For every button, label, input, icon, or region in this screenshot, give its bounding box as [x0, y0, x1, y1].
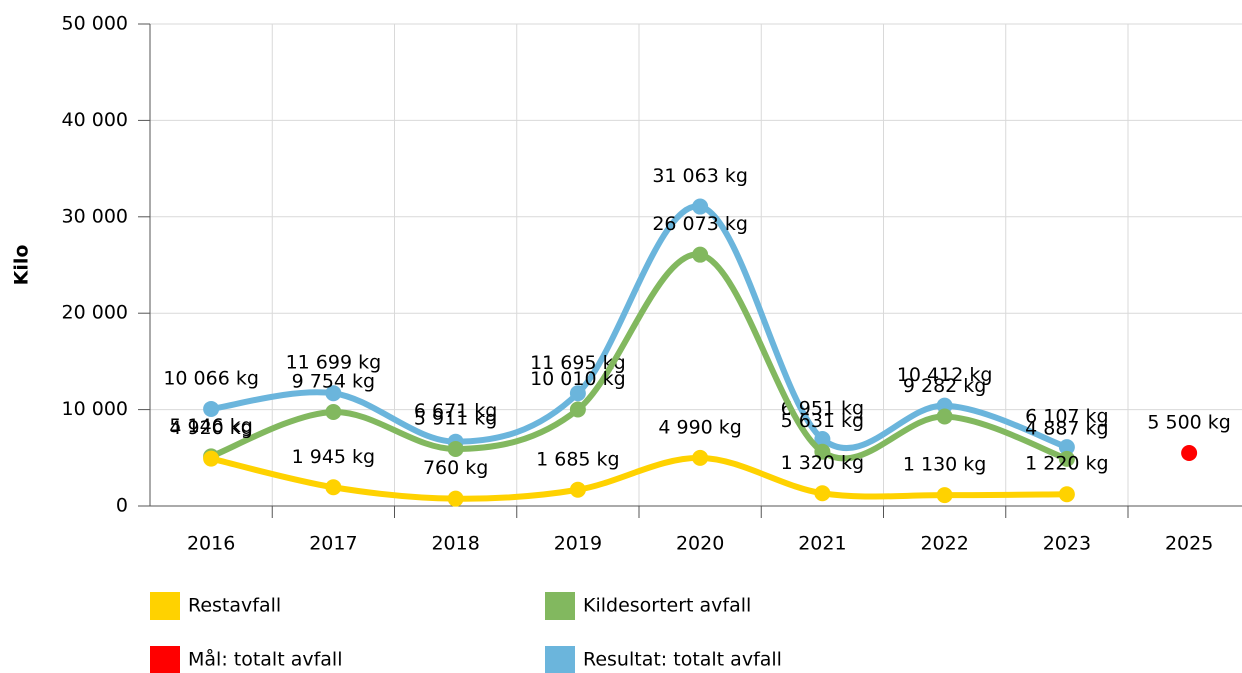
legend-swatch: [545, 646, 575, 673]
legend-label: Mål: totalt avfall: [188, 648, 342, 671]
legend-swatch: [150, 592, 180, 620]
x-tick-label: 2023: [1043, 533, 1091, 555]
point: [1058, 486, 1075, 503]
point: [1058, 439, 1075, 456]
data-label: 4 920 kg: [169, 417, 253, 439]
point: [936, 487, 953, 504]
point: [325, 479, 342, 496]
data-label: 1 320 kg: [781, 452, 865, 474]
data-label: 5 911 kg: [414, 408, 498, 430]
point: [447, 441, 464, 458]
data-label: 31 063 kg: [652, 165, 748, 187]
point: [692, 198, 709, 215]
data-label: 1 685 kg: [536, 448, 620, 470]
point: [569, 385, 586, 402]
y-axis-label: Kilo: [11, 245, 33, 286]
y-tick-label: 20 000: [62, 302, 128, 324]
point: [936, 408, 953, 425]
series: 4 920 kg 1 945 kg 760 kg 1 685 kg 4 990 kg 1 …: [169, 416, 1109, 507]
data-label: 10 412 kg: [897, 364, 993, 386]
x-tick-label: 2017: [309, 533, 357, 555]
data-label: 1 220 kg: [1025, 453, 1109, 475]
x-tick-label: 2018: [431, 533, 479, 555]
data-label: 760 kg: [423, 457, 488, 479]
point: [569, 481, 586, 498]
x-tick-label: 2020: [676, 533, 724, 555]
point: [203, 450, 220, 467]
legend-swatch: [150, 646, 180, 673]
point: [814, 430, 831, 447]
data-label: 9 282 kg: [903, 375, 987, 397]
data-label: 4 887 kg: [1025, 417, 1109, 439]
data-label: 5 146 kg: [169, 415, 253, 437]
data-label: 5 631 kg: [781, 410, 865, 432]
data-label: 4 990 kg: [658, 416, 742, 438]
data-label: 6 951 kg: [781, 397, 865, 419]
x-tick-label: 2019: [554, 533, 602, 555]
line: [210, 251, 1068, 462]
point: [692, 449, 709, 466]
point: [692, 246, 709, 263]
legend-label: Restavfall: [188, 595, 281, 617]
series: 5 146 kg 9 754 kg 5 911 kg 10 010 kg 26 073 …: [169, 213, 1109, 467]
point: [1181, 444, 1198, 461]
y-tick-label: 10 000: [62, 398, 128, 420]
point: [814, 485, 831, 502]
data-label: 26 073 kg: [652, 213, 748, 235]
point: [203, 400, 220, 417]
data-label: 10 010 kg: [530, 368, 626, 390]
point: [325, 385, 342, 402]
point: [814, 443, 831, 460]
data-label: 11 699 kg: [286, 352, 382, 374]
data-label: 6 107 kg: [1025, 406, 1109, 428]
legend-swatch: [545, 592, 575, 620]
data-label: 5 500 kg: [1147, 411, 1231, 433]
data-label: 11 695 kg: [530, 352, 626, 374]
series: 5 500 kg: [1147, 411, 1231, 461]
point: [325, 403, 342, 420]
y-tick-label: 50 000: [62, 13, 128, 35]
data-label: 10 066 kg: [163, 367, 259, 389]
x-tick-label: 2022: [920, 533, 968, 555]
point: [1058, 450, 1075, 467]
y-tick-label: 40 000: [62, 109, 128, 131]
data-label: 1 945 kg: [292, 446, 376, 468]
data-label: 6 671 kg: [414, 400, 498, 422]
series: 10 066 kg 11 699 kg 6 671 kg 11 695 kg 31 06…: [163, 165, 1109, 456]
point: [569, 401, 586, 418]
point: [447, 490, 464, 507]
legend-label: Kildesortert avfall: [583, 595, 751, 617]
data-label: 1 130 kg: [903, 454, 987, 476]
line: [210, 203, 1068, 452]
y-tick-label: 30 000: [62, 205, 128, 227]
x-tick-label: 2025: [1165, 533, 1213, 555]
data-label: 9 754 kg: [292, 370, 376, 392]
y-tick-label: 0: [116, 495, 128, 517]
x-tick-label: 2016: [187, 533, 235, 555]
line: [210, 454, 1067, 502]
x-tick-label: 2021: [798, 533, 846, 555]
legend-label: Resultat: totalt avfall: [583, 649, 782, 671]
